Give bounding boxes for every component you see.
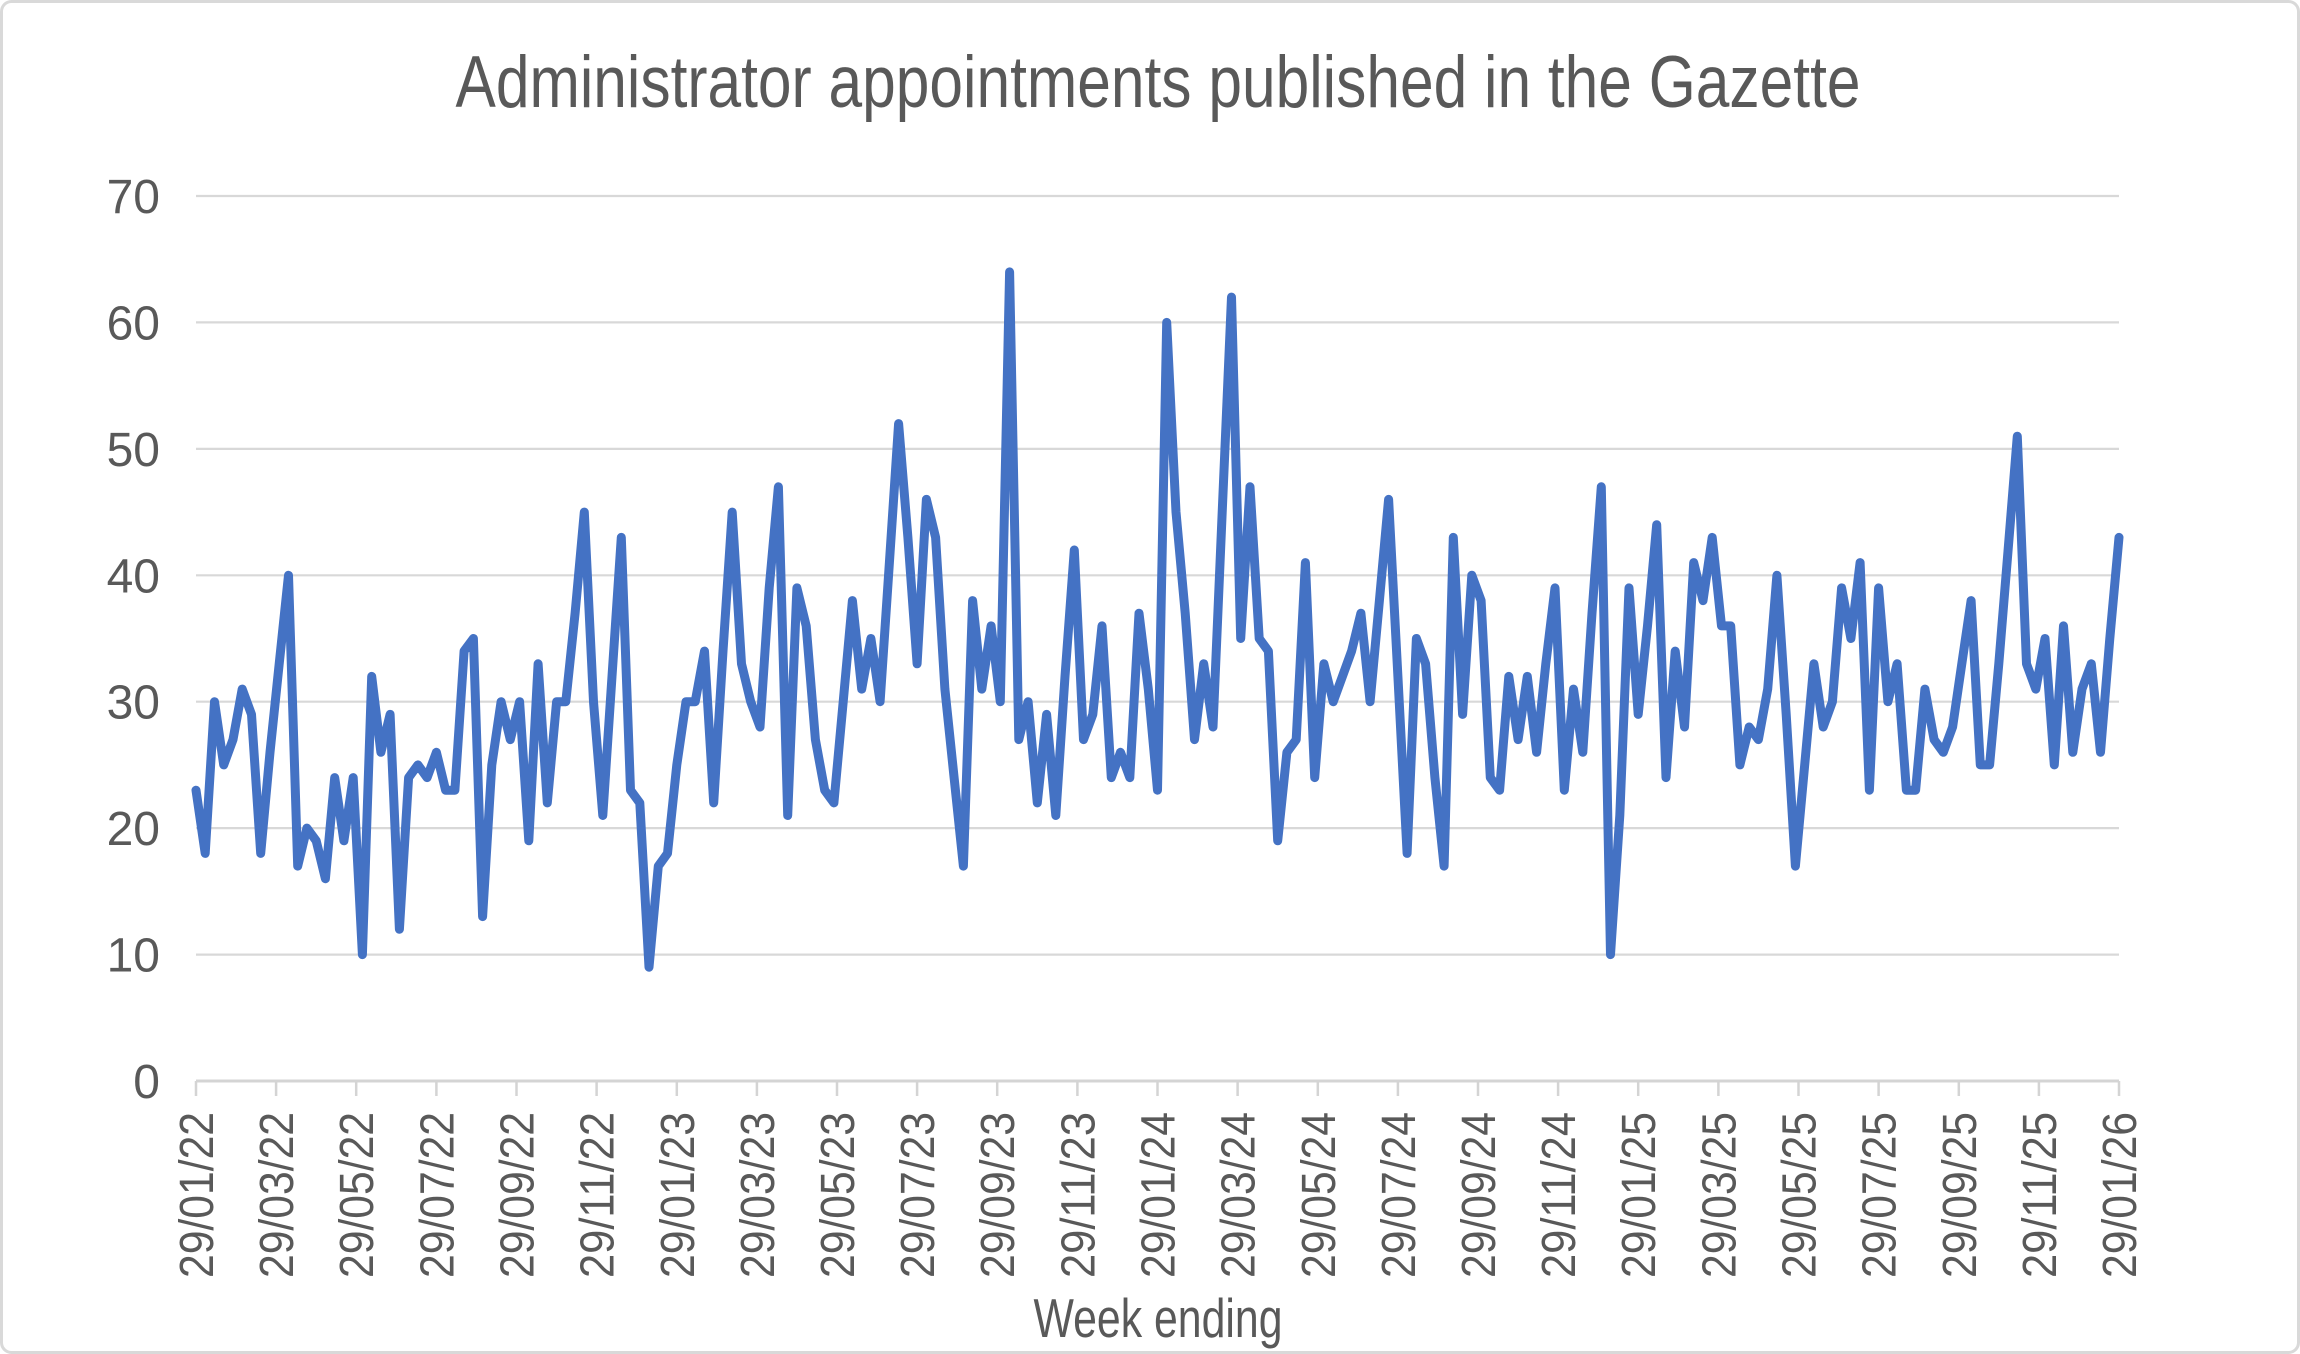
svg-text:29/11/23: 29/11/23: [1052, 1112, 1105, 1278]
svg-text:29/01/24: 29/01/24: [1133, 1112, 1186, 1278]
svg-text:29/11/25: 29/11/25: [2014, 1112, 2067, 1278]
svg-text:Administrator appointments pub: Administrator appointments published in …: [456, 42, 1861, 123]
svg-text:29/01/25: 29/01/25: [1613, 1112, 1666, 1278]
svg-text:29/01/23: 29/01/23: [652, 1112, 705, 1278]
svg-text:70: 70: [107, 171, 160, 224]
svg-text:0: 0: [133, 1056, 160, 1109]
svg-text:29/05/25: 29/05/25: [1774, 1112, 1827, 1278]
svg-text:20: 20: [107, 803, 160, 856]
svg-text:29/05/24: 29/05/24: [1293, 1112, 1346, 1278]
svg-text:29/09/25: 29/09/25: [1934, 1112, 1987, 1278]
svg-text:29/11/22: 29/11/22: [572, 1112, 625, 1278]
svg-text:29/03/23: 29/03/23: [732, 1112, 785, 1278]
svg-text:29/03/25: 29/03/25: [1693, 1112, 1746, 1278]
svg-text:29/07/24: 29/07/24: [1373, 1112, 1426, 1278]
svg-text:29/03/24: 29/03/24: [1213, 1112, 1266, 1278]
svg-text:29/05/23: 29/05/23: [812, 1112, 865, 1278]
svg-text:Week ending: Week ending: [1034, 1287, 1283, 1349]
svg-text:29/09/23: 29/09/23: [972, 1112, 1025, 1278]
svg-text:29/01/26: 29/01/26: [2094, 1112, 2147, 1278]
svg-text:29/09/22: 29/09/22: [492, 1112, 545, 1278]
svg-text:29/01/22: 29/01/22: [171, 1112, 224, 1278]
svg-text:29/07/23: 29/07/23: [892, 1112, 945, 1278]
svg-text:29/07/22: 29/07/22: [411, 1112, 464, 1278]
svg-text:60: 60: [107, 297, 160, 350]
svg-text:30: 30: [107, 677, 160, 730]
svg-text:29/09/24: 29/09/24: [1453, 1112, 1506, 1278]
svg-text:10: 10: [107, 930, 160, 983]
svg-text:50: 50: [107, 424, 160, 477]
svg-text:29/03/22: 29/03/22: [251, 1112, 304, 1278]
svg-text:29/11/24: 29/11/24: [1533, 1112, 1586, 1278]
svg-text:29/05/22: 29/05/22: [331, 1112, 384, 1278]
svg-text:40: 40: [107, 550, 160, 603]
svg-text:29/07/25: 29/07/25: [1854, 1112, 1907, 1278]
